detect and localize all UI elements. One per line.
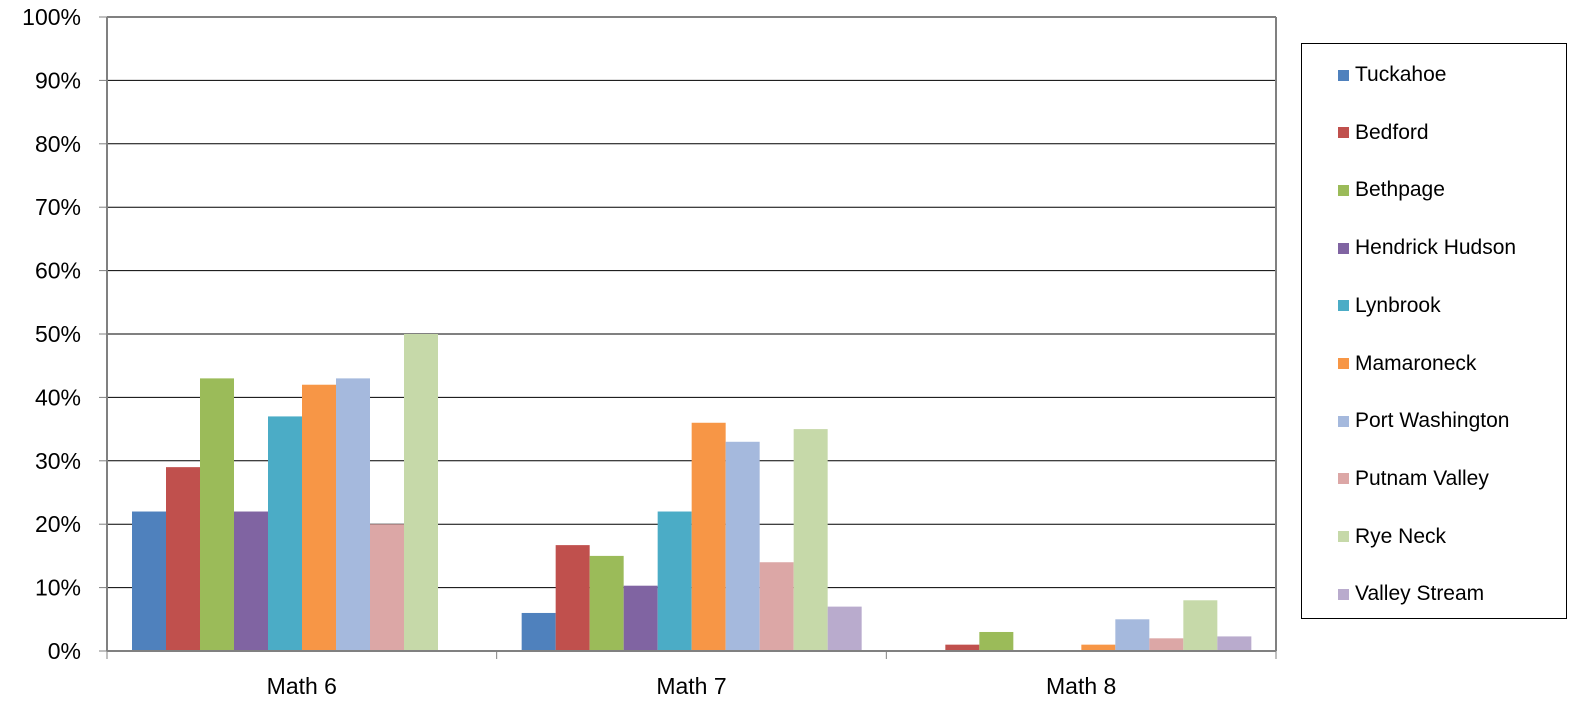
legend-label: Port Washington bbox=[1355, 409, 1510, 433]
bar-lynbrook bbox=[657, 511, 692, 651]
bar-hendrick-hudson bbox=[234, 511, 268, 651]
bar-hendrick-hudson bbox=[623, 585, 658, 651]
bar-putnam-valley bbox=[759, 562, 794, 651]
bar-rye-neck bbox=[1183, 600, 1218, 651]
y-tick-label: 20% bbox=[35, 511, 81, 537]
legend-swatch bbox=[1338, 300, 1349, 312]
legend-label: Bethpage bbox=[1355, 178, 1445, 202]
bar-rye-neck bbox=[404, 334, 438, 651]
bar-bethpage bbox=[200, 378, 234, 651]
legend-label: Hendrick Hudson bbox=[1355, 236, 1517, 260]
legend-item: Hendrick Hudson bbox=[1338, 236, 1516, 260]
bar-bedford bbox=[555, 545, 590, 651]
y-tick-label: 100% bbox=[22, 4, 81, 30]
bar-valley-stream bbox=[827, 606, 862, 651]
bar-bethpage bbox=[979, 631, 1014, 651]
bar-bedford bbox=[166, 467, 200, 651]
legend-swatch bbox=[1338, 531, 1349, 543]
y-tick-label: 70% bbox=[35, 194, 81, 220]
legend-label: Putnam Valley bbox=[1355, 466, 1489, 490]
y-tick-label: 50% bbox=[35, 321, 81, 347]
legend-item: Rye Neck bbox=[1338, 525, 1446, 549]
x-tick-label: Math 6 bbox=[267, 673, 337, 699]
legend-item: Bethpage bbox=[1338, 178, 1445, 202]
x-tick-label: Math 8 bbox=[1046, 673, 1116, 699]
legend-swatch bbox=[1338, 69, 1349, 81]
legend-label: Lynbrook bbox=[1355, 293, 1441, 317]
bar-rye-neck bbox=[793, 429, 828, 651]
bar-mamaroneck bbox=[691, 422, 726, 651]
legend-swatch bbox=[1338, 473, 1349, 485]
bar-tuckahoe bbox=[132, 511, 166, 651]
bar-putnam-valley bbox=[1149, 638, 1184, 651]
bar-port-washington bbox=[725, 441, 760, 651]
legend-label: Tuckahoe bbox=[1355, 63, 1447, 86]
legend-item: Mamaroneck bbox=[1338, 352, 1476, 376]
y-tick-label: 10% bbox=[35, 575, 81, 601]
legend-swatch bbox=[1338, 127, 1349, 139]
bar-tuckahoe bbox=[521, 612, 556, 651]
bar-valley-stream bbox=[1217, 636, 1252, 651]
legend-item: Lynbrook bbox=[1338, 294, 1441, 318]
legend-label: Bedford bbox=[1355, 120, 1429, 144]
legend-label: Mamaroneck bbox=[1355, 351, 1477, 375]
y-tick-label: 80% bbox=[35, 131, 81, 157]
legend-item: Bedford bbox=[1338, 121, 1429, 145]
legend-item: Port Washington bbox=[1338, 409, 1509, 433]
bar-lynbrook bbox=[268, 416, 302, 651]
y-tick-label: 40% bbox=[35, 384, 81, 410]
legend: Tuckahoe Bedford Bethpage Hendrick Hudson Ly… bbox=[1301, 43, 1567, 619]
bar-mamaroneck bbox=[1081, 644, 1116, 651]
legend-swatch bbox=[1338, 184, 1349, 196]
bar-port-washington bbox=[1115, 619, 1150, 651]
bar-bedford bbox=[945, 644, 980, 651]
legend-swatch bbox=[1338, 242, 1349, 254]
y-tick-label: 60% bbox=[35, 258, 81, 284]
x-tick-label: Math 7 bbox=[656, 673, 726, 699]
legend-swatch bbox=[1338, 588, 1349, 600]
legend-swatch bbox=[1338, 358, 1349, 369]
y-tick-label: 30% bbox=[35, 448, 81, 474]
legend-item: Putnam Valley bbox=[1338, 467, 1489, 491]
bar-mamaroneck bbox=[302, 384, 336, 651]
bar-port-washington bbox=[336, 378, 370, 651]
y-tick-label: 90% bbox=[35, 67, 81, 93]
legend-item: Tuckahoe bbox=[1338, 63, 1446, 87]
legend-label: Valley Stream bbox=[1355, 582, 1485, 606]
y-tick-label: 0% bbox=[48, 638, 81, 664]
bar-bethpage bbox=[589, 555, 624, 651]
legend-item: Valley Stream bbox=[1338, 582, 1484, 606]
legend-swatch bbox=[1338, 415, 1349, 427]
legend-label: Rye Neck bbox=[1355, 524, 1447, 548]
bar-putnam-valley bbox=[370, 524, 404, 651]
